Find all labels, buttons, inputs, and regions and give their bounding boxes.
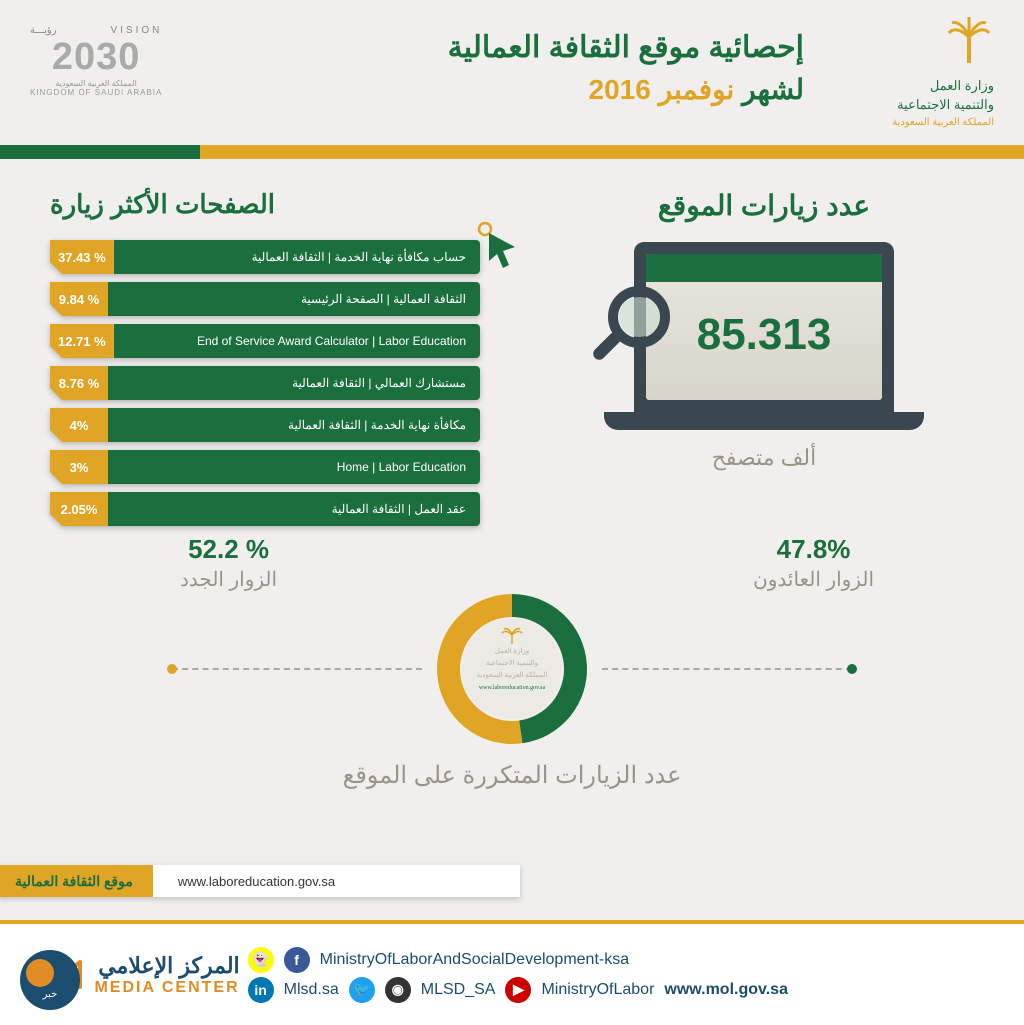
linkedin-icon: in xyxy=(248,977,274,1003)
svg-text:والتنمية الاجتماعية: والتنمية الاجتماعية xyxy=(486,659,538,667)
title-block: إحصائية موقع الثقافة العمالية لشهر نوفمب… xyxy=(448,30,804,106)
vision-ar: رؤيـــة xyxy=(30,25,57,36)
vision-sub-en: KINGDOM OF SAUDI ARABIA xyxy=(30,88,162,97)
page-row: 3%Home | Labor Education xyxy=(50,450,480,484)
new-stat: 52.2 % الزوار الجدد xyxy=(180,534,277,592)
instagram-icon: ◉ xyxy=(385,977,411,1003)
palm-icon xyxy=(944,15,994,65)
title-date: نوفمبر 2016 xyxy=(589,74,735,105)
badge-icon: خبر xyxy=(15,945,85,1015)
svg-text:www.laboreducation.gov.sa: www.laboreducation.gov.sa xyxy=(479,685,546,691)
page-row: 9.84 %الثقافة العمالية | الصفحة الرئيسية xyxy=(50,282,480,316)
top-pages-title: الصفحات الأكثر زيارة xyxy=(50,189,480,220)
page-row: 4%مكافأة نهاية الخدمة | الثقافة العمالية xyxy=(50,408,480,442)
top-pages-list: 37.43 %حساب مكافأة نهاية الخدمة | الثقاف… xyxy=(50,240,480,526)
visits-count: 85.313 xyxy=(697,310,832,360)
page-pct: 2.05% xyxy=(50,492,108,526)
page-label: حساب مكافأة نهاية الخدمة | الثقافة العما… xyxy=(114,240,480,274)
donut-title: عدد الزيارات المتكررة على الموقع xyxy=(0,761,1024,790)
donut-section: 47.8% الزوار العائدون 52.2 % الزوار الجد… xyxy=(0,589,1024,790)
returning-stat: 47.8% الزوار العائدون xyxy=(753,534,874,592)
magnifier-icon xyxy=(584,282,674,372)
laptop-graphic: 85.313 ألف متصفح xyxy=(604,242,924,471)
page-pct: 4% xyxy=(50,408,108,442)
cursor-icon xyxy=(475,219,525,274)
page-pct: 3% xyxy=(50,450,108,484)
vision-sub-ar: المملكة العربية السعودية xyxy=(30,79,162,88)
page-pct: 37.43 % xyxy=(50,240,114,274)
youtube-icon: ▶ xyxy=(505,977,531,1003)
footer: خبر 👻 f MinistryOfLaborAndSocialDevelopm… xyxy=(0,920,1024,1025)
donut-line-left xyxy=(172,668,422,670)
ministry-line2: والتنمية الاجتماعية xyxy=(892,95,994,115)
page-row: 8.76 %مستشارك العمالي | الثقافة العمالية xyxy=(50,366,480,400)
content: عدد زيارات الموقع 85.313 ألف متصفح الصفح… xyxy=(0,159,1024,219)
visits-section: عدد زيارات الموقع 85.313 ألف متصفح xyxy=(564,189,964,471)
facebook-icon: f xyxy=(284,947,310,973)
vision-year: 2030 xyxy=(30,36,162,79)
ministry-line1: وزارة العمل xyxy=(892,76,994,96)
social-line2b: MLSD_SA xyxy=(421,981,496,999)
returning-pct: 47.8% xyxy=(753,534,874,565)
visits-caption: ألف متصفح xyxy=(604,445,924,471)
title-sub: لشهر نوفمبر 2016 xyxy=(448,73,804,106)
vision-2030-logo: VISION رؤيـــة 2030 المملكة العربية السع… xyxy=(30,25,162,97)
page-row: 2.05%عقد العمل | الثقافة العمالية xyxy=(50,492,480,526)
social-line1: MinistryOfLaborAndSocialDevelopment-ksa xyxy=(320,951,629,969)
svg-text:خبر: خبر xyxy=(42,989,58,1000)
title-main: إحصائية موقع الثقافة العمالية xyxy=(448,30,804,65)
page-pct: 9.84 % xyxy=(50,282,108,316)
page-row: 37.43 %حساب مكافأة نهاية الخدمة | الثقاف… xyxy=(50,240,480,274)
social-block: 👻 f MinistryOfLaborAndSocialDevelopment-… xyxy=(248,943,934,1007)
title-sub-prefix: لشهر xyxy=(742,74,804,105)
page-label: End of Service Award Calculator | Labor … xyxy=(114,324,480,358)
page-pct: 8.76 % xyxy=(50,366,108,400)
media-center-ar: المركز الإعلامي xyxy=(94,953,239,979)
snapchat-icon: 👻 xyxy=(248,947,274,973)
media-center-en: MEDIA CENTER xyxy=(94,979,239,997)
new-pct: 52.2 % xyxy=(180,534,277,565)
divider-bar xyxy=(0,145,1024,159)
page-label: مكافأة نهاية الخدمة | الثقافة العمالية xyxy=(108,408,480,442)
page-row: 12.71 %End of Service Award Calculator |… xyxy=(50,324,480,358)
donut-line-right xyxy=(602,668,852,670)
page-pct: 12.71 % xyxy=(50,324,114,358)
social-line2c: MinistryOfLabor xyxy=(541,981,654,999)
ministry-line3: المملكة العربية السعودية xyxy=(892,115,994,130)
top-pages-section: الصفحات الأكثر زيارة 37.43 %حساب مكافأة … xyxy=(50,189,480,534)
vision-en: VISION xyxy=(110,25,162,36)
svg-text:وزارة العمل: وزارة العمل xyxy=(495,647,529,655)
new-label: الزوار الجدد xyxy=(180,567,277,592)
donut-chart: وزارة العمل والتنمية الاجتماعية المملكة ال… xyxy=(432,589,592,749)
url-label: موقع الثقافة العمالية xyxy=(0,865,153,897)
page-label: Home | Labor Education xyxy=(108,450,480,484)
svg-text:المملكة العربية السعودية: المملكة العربية السعودية xyxy=(477,671,548,679)
page-label: عقد العمل | الثقافة العمالية xyxy=(108,492,480,526)
ministry-logo: وزارة العمل والتنمية الاجتماعية المملكة … xyxy=(892,15,994,130)
divider-accent xyxy=(0,145,200,159)
visits-title: عدد زيارات الموقع xyxy=(564,189,964,222)
header: وزارة العمل والتنمية الاجتماعية المملكة … xyxy=(0,0,1024,145)
url-strip: www.laboreducation.gov.sa موقع الثقافة ا… xyxy=(0,865,520,897)
page-label: مستشارك العمالي | الثقافة العمالية xyxy=(108,366,480,400)
url-value: www.laboreducation.gov.sa xyxy=(153,865,520,897)
social-site: www.mol.gov.sa xyxy=(664,981,788,999)
page-label: الثقافة العمالية | الصفحة الرئيسية xyxy=(108,282,480,316)
twitter-icon: 🐦 xyxy=(349,977,375,1003)
social-line2a: Mlsd.sa xyxy=(284,981,339,999)
returning-label: الزوار العائدون xyxy=(753,567,874,592)
